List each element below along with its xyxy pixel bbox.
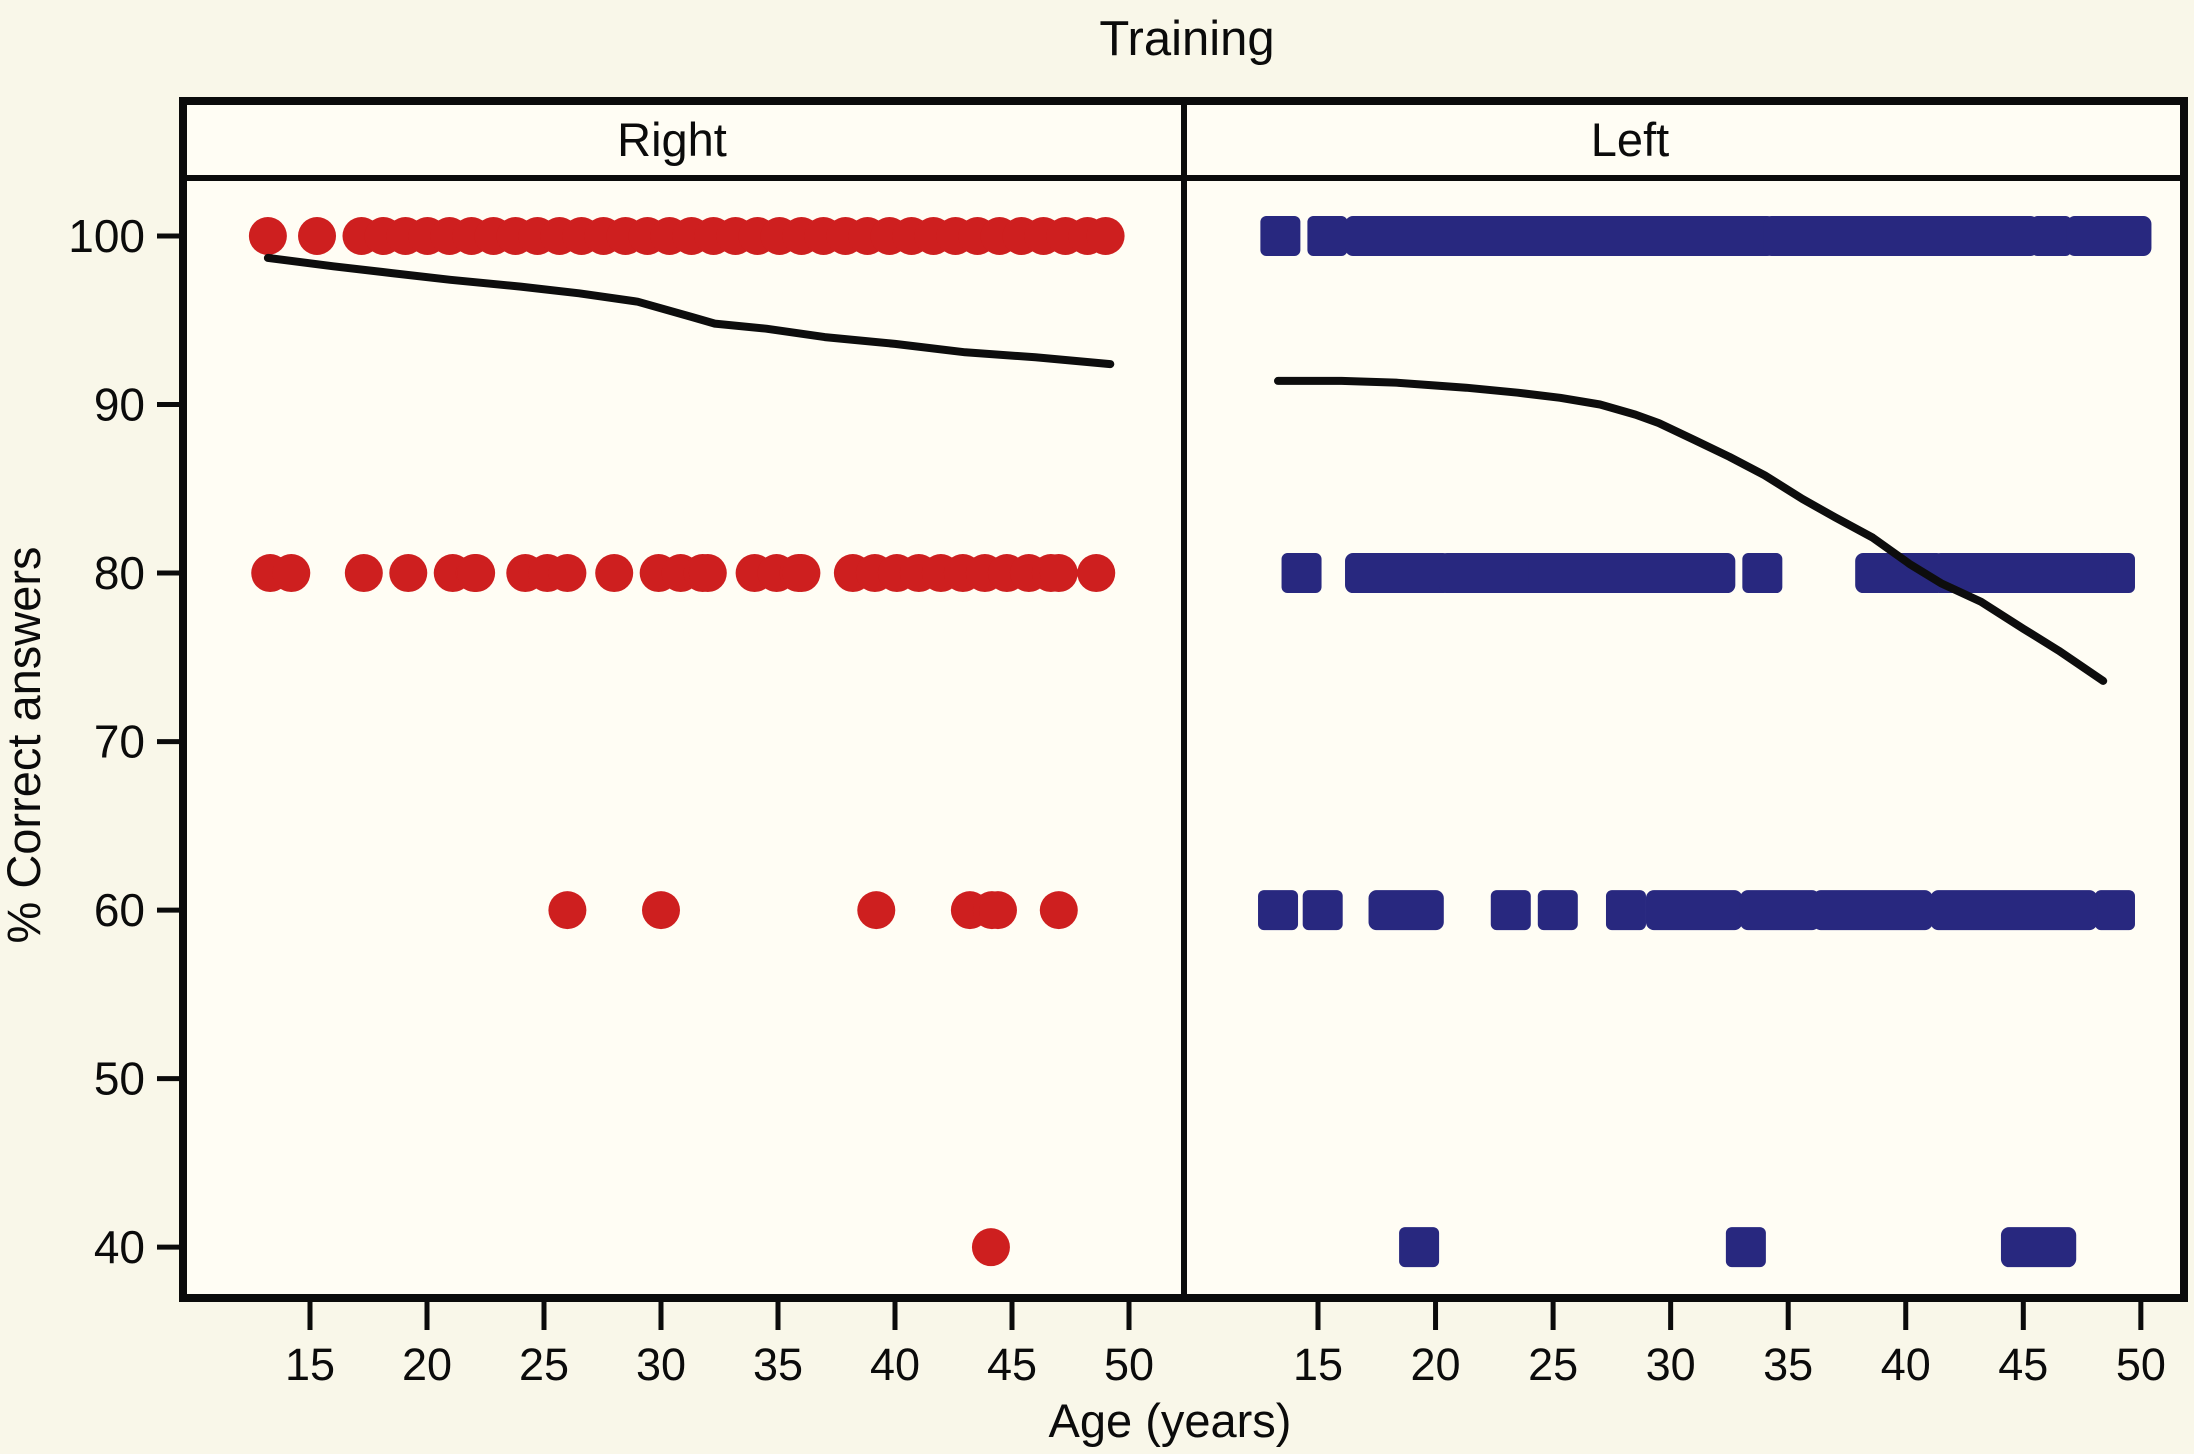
left-panel-points	[1258, 216, 2152, 1268]
x-tick-label: 25	[1528, 1339, 1578, 1390]
panel-label-left: Left	[1591, 113, 1669, 166]
data-point-square	[1260, 216, 1301, 256]
y-tick-label: 50	[94, 1053, 145, 1105]
data-point-square	[2031, 216, 2072, 256]
data-point-circle	[548, 554, 587, 593]
x-axis-title: Age (years)	[1049, 1394, 1292, 1447]
data-point-circle	[389, 554, 428, 593]
data-point-bar	[1932, 553, 2107, 594]
x-tick-label: 50	[1104, 1339, 1154, 1390]
x-tick-label: 50	[2116, 1339, 2166, 1390]
data-point-bar	[1345, 216, 1705, 256]
data-point-circle	[344, 554, 383, 593]
x-tick-label: 35	[753, 1339, 803, 1390]
data-point-bar	[1739, 890, 1820, 931]
x-tick-label: 25	[519, 1339, 569, 1390]
trend-lines	[263, 253, 2108, 685]
left-trend-line	[1274, 376, 2108, 685]
chart-title: Training	[1099, 12, 1274, 66]
y-tick-label: 40	[94, 1221, 145, 1273]
y-tick-label: 100	[68, 210, 145, 262]
data-point-square	[1258, 890, 1299, 931]
data-point-square	[1725, 1227, 1766, 1268]
data-point-bar	[1345, 553, 1451, 594]
x-tick-label: 20	[402, 1339, 452, 1390]
data-point-square	[2094, 890, 2135, 931]
data-point-circle	[272, 554, 311, 593]
data-point-circle	[1077, 554, 1116, 593]
x-tick-label: 45	[987, 1339, 1037, 1390]
data-point-bar	[1368, 890, 1444, 931]
data-point-circle	[548, 891, 587, 930]
data-point-bar	[1688, 216, 1776, 256]
x-tick-label: 15	[285, 1339, 335, 1390]
y-tick-label: 80	[94, 547, 145, 599]
data-point-circle	[595, 554, 634, 593]
x-tick-label: 30	[1646, 1339, 1696, 1390]
data-point-square	[1302, 890, 1343, 931]
data-point-circle	[978, 891, 1017, 930]
data-point-circle	[782, 554, 821, 593]
data-point-circle	[1039, 554, 1078, 593]
data-point-bar	[1812, 890, 1933, 931]
data-point-circle	[857, 891, 896, 930]
y-axis-title: % Correct answers	[0, 547, 50, 944]
data-point-circle	[457, 554, 496, 593]
data-point-bar	[1855, 553, 1945, 594]
y-tick-label: 70	[94, 716, 145, 768]
data-point-bar	[1930, 890, 2098, 931]
data-point-bar	[2000, 1227, 2077, 1268]
data-point-circle	[688, 554, 727, 593]
right-panel-points	[248, 217, 1125, 1267]
data-point-square	[1307, 216, 1348, 256]
data-point-bar	[1528, 553, 1736, 594]
data-point-square	[1605, 890, 1646, 931]
data-point-bar	[2066, 216, 2152, 256]
axis-tick-labels: 100 90 80 70 60 50 40 15 20 25 30 35 40 45 50 15 20 25 30 3…	[68, 210, 2166, 1390]
data-point-bar	[1763, 216, 2039, 256]
data-points	[248, 216, 2152, 1268]
x-tick-label: 30	[636, 1339, 686, 1390]
x-tick-label: 20	[1411, 1339, 1461, 1390]
x-tick-label: 40	[870, 1339, 920, 1390]
x-tick-label: 45	[1998, 1339, 2048, 1390]
axis-ticks	[157, 233, 2144, 1330]
x-tick-label: 40	[1881, 1339, 1931, 1390]
data-point-square	[1537, 890, 1578, 931]
data-point-square	[1281, 553, 1322, 594]
panel-label-right: Right	[617, 113, 727, 166]
data-point-circle	[1086, 217, 1125, 255]
y-tick-label: 60	[94, 884, 145, 936]
data-point-bar	[1645, 890, 1743, 931]
plot-frame	[179, 97, 2188, 1302]
data-point-bar	[1439, 553, 1552, 594]
right-trend-line	[263, 253, 1115, 369]
data-point-circle	[1039, 891, 1078, 930]
y-tick-label: 90	[94, 379, 145, 431]
x-tick-label: 15	[1293, 1339, 1343, 1390]
data-point-square	[1742, 553, 1783, 594]
data-point-circle	[642, 891, 680, 930]
data-point-circle	[971, 1228, 1010, 1267]
x-tick-label: 35	[1763, 1339, 1813, 1390]
data-point-square	[1490, 890, 1531, 931]
data-point-square	[1399, 1227, 1440, 1268]
data-point-circle	[248, 217, 287, 255]
data-point-circle	[298, 217, 337, 255]
